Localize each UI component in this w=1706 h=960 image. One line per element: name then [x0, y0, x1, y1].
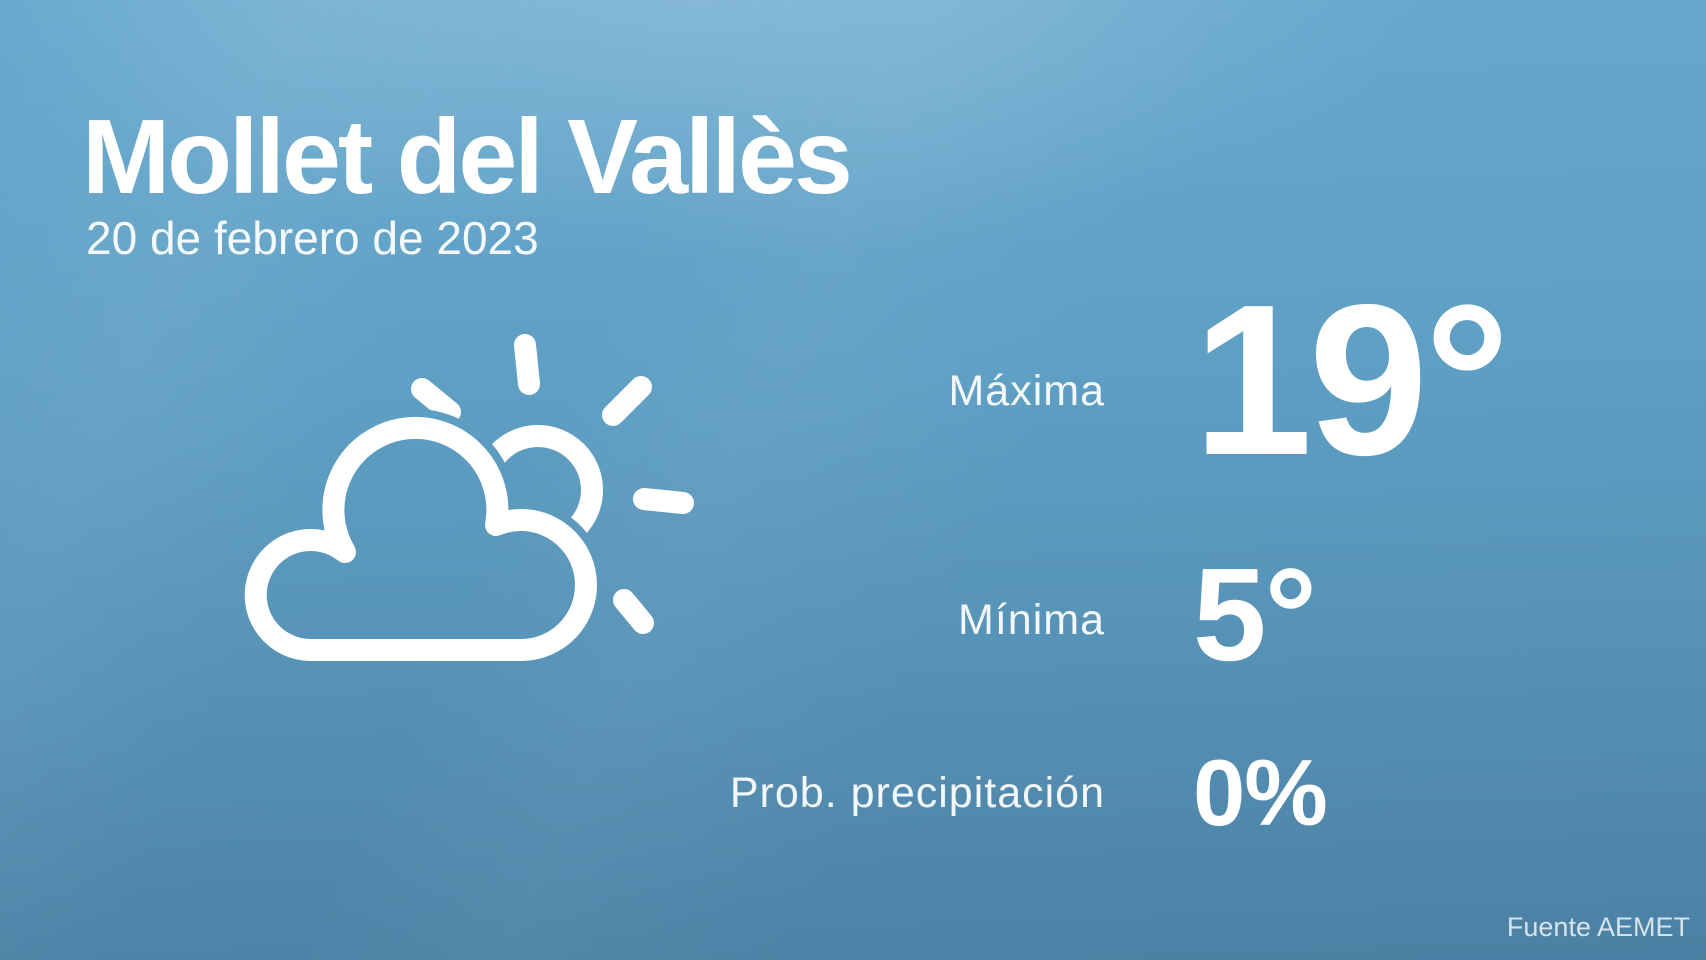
sun-behind-cloud-icon	[240, 300, 700, 700]
precipitation-probability-label: Prob. precipitación	[729, 769, 1105, 817]
forecast-date: 20 de febrero de 2023	[86, 212, 539, 264]
precipitation-probability-value: 0%	[1193, 740, 1328, 845]
data-source-attribution: Fuente AEMET	[1506, 912, 1690, 942]
cloud-outline	[244, 416, 597, 662]
sun-ray-top	[514, 334, 540, 395]
max-temp-label: Máxima	[948, 367, 1105, 415]
min-temp-label: Mínima	[958, 596, 1105, 644]
location-title: Mollet del Vallès	[82, 98, 853, 216]
sun-ray-upper-left	[411, 378, 461, 423]
sun-ray-upper-right	[602, 376, 652, 426]
max-temp-value: 19°	[1193, 259, 1510, 500]
sun-ray-right	[633, 488, 694, 514]
sun-ray-lower-right	[613, 589, 654, 634]
min-temp-value: 5°	[1193, 541, 1317, 688]
